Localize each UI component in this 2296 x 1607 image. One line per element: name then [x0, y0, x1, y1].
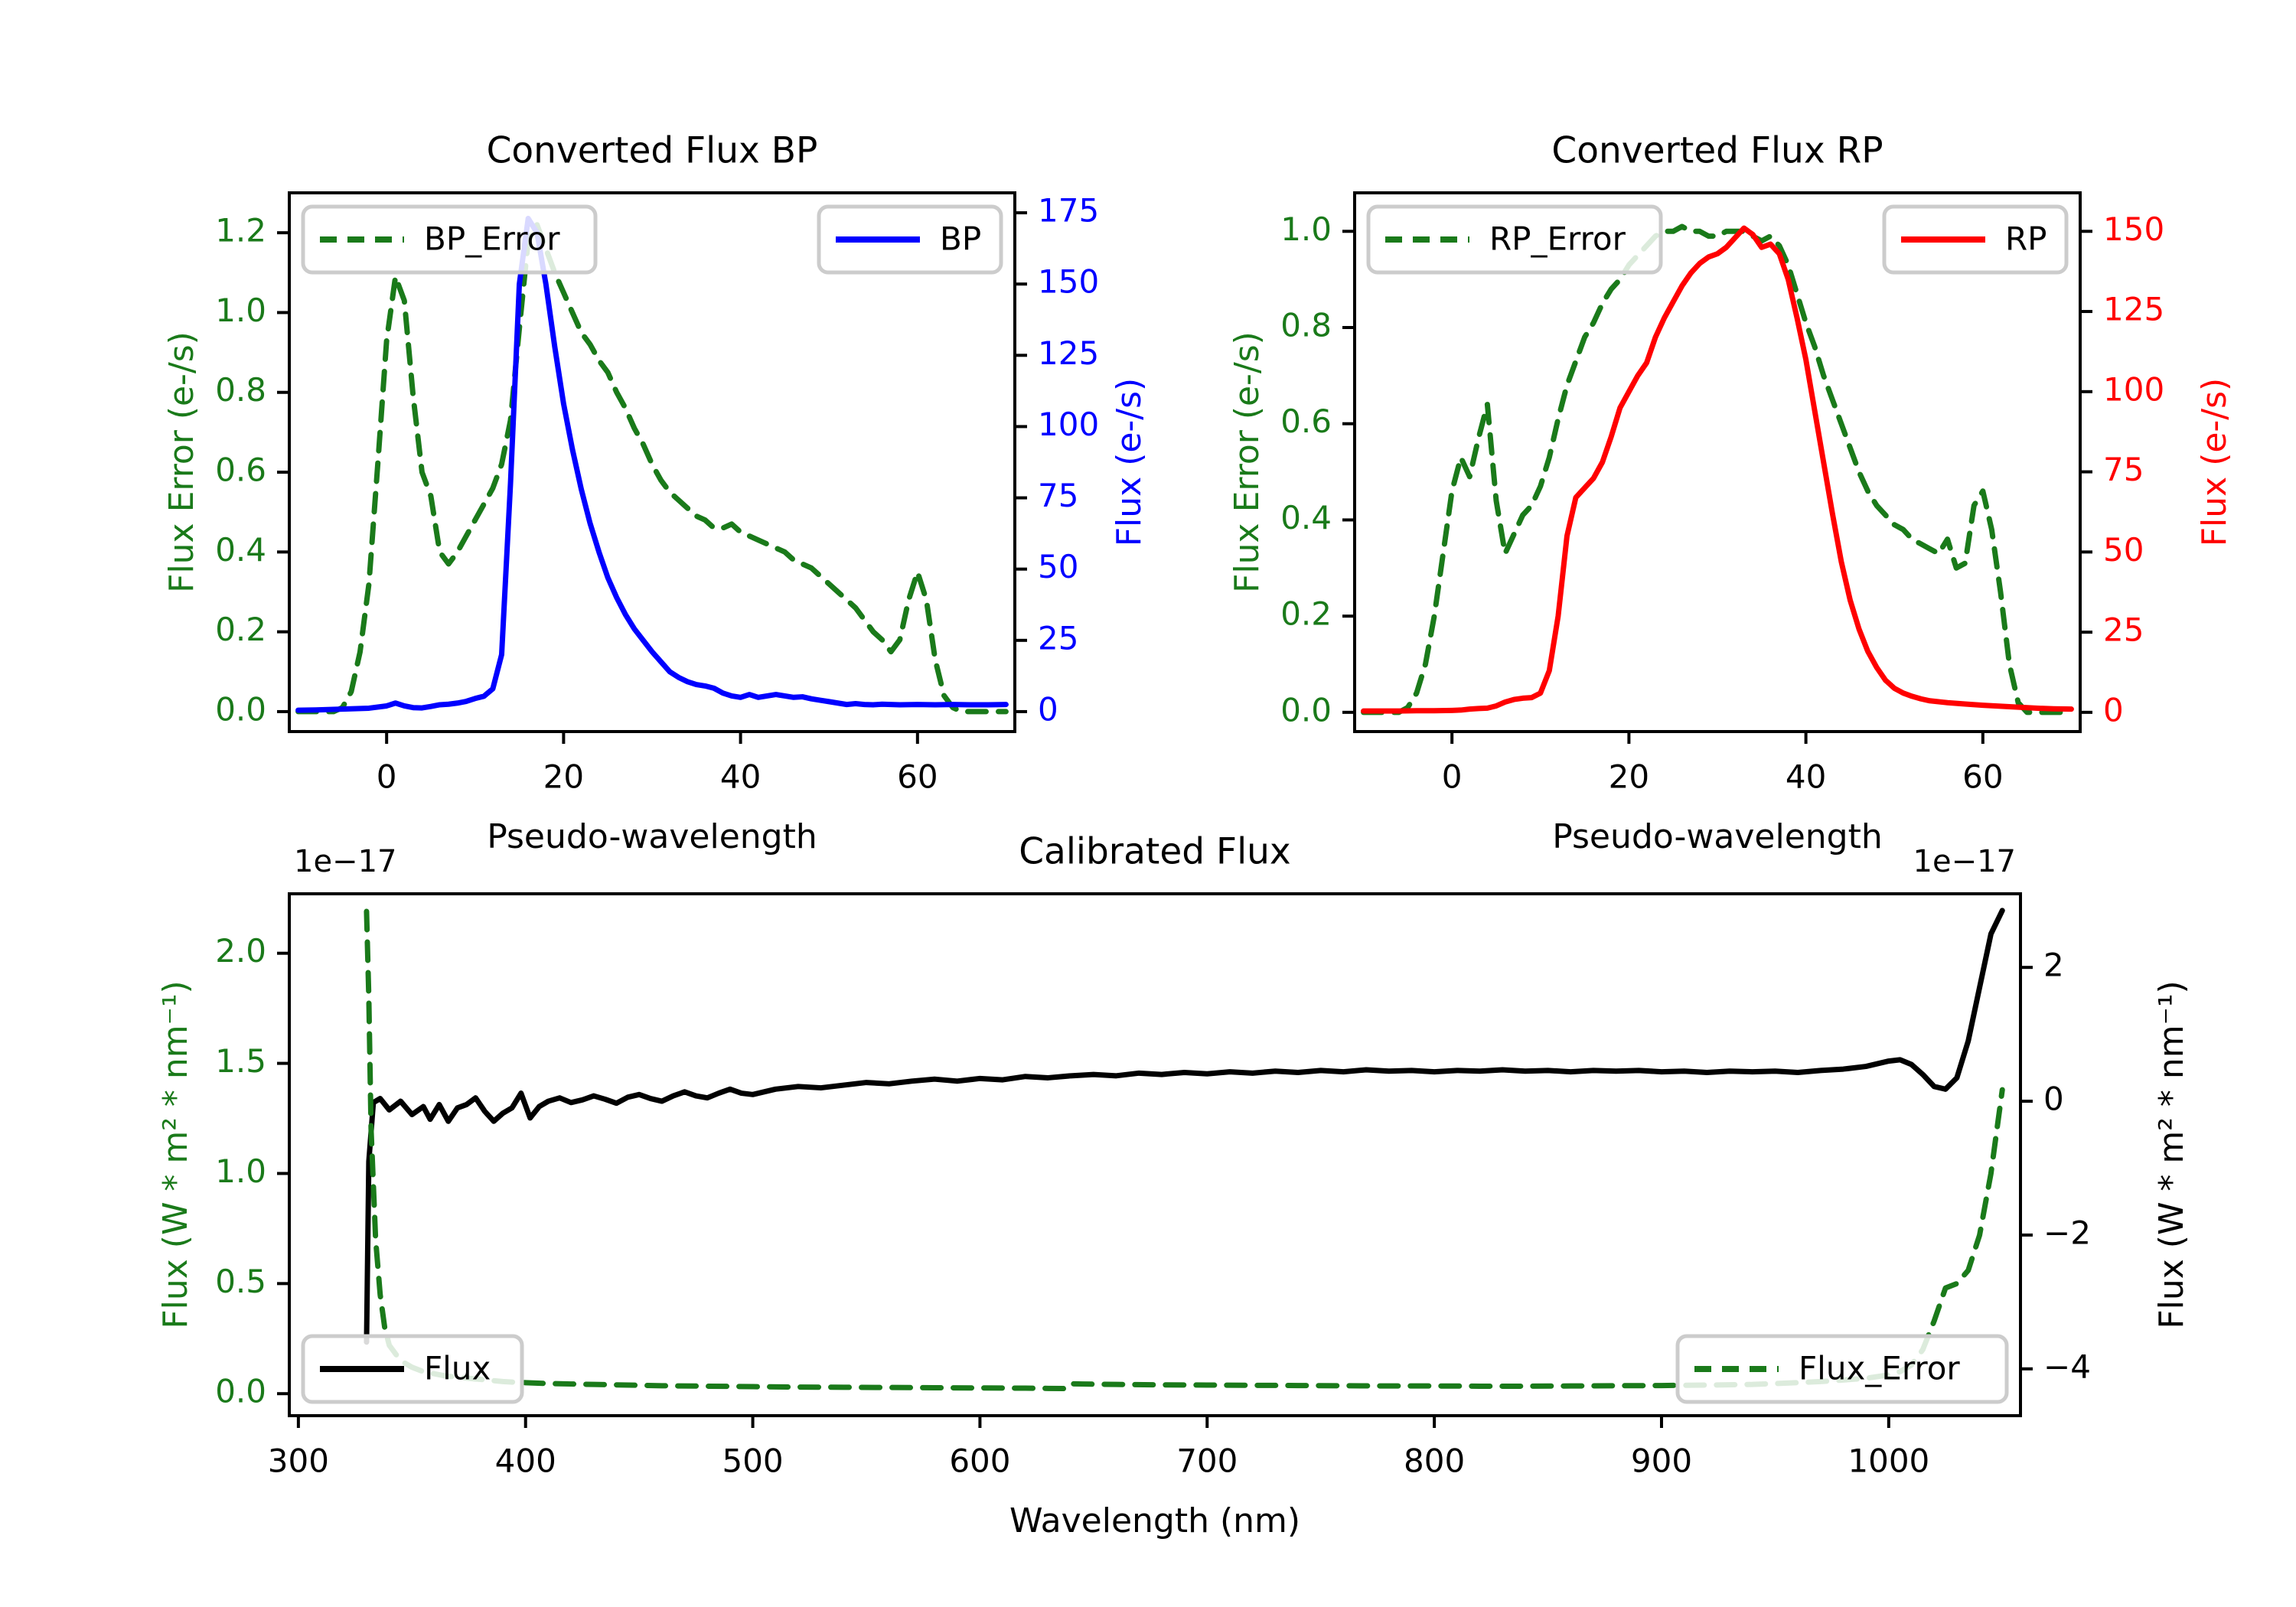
y-tick-label-left: 0.0 — [215, 1373, 266, 1410]
y-tick-label-left: 0.8 — [215, 371, 266, 409]
y-tick-label-right: 125 — [2103, 291, 2164, 328]
x-tick-label: 0 — [377, 758, 397, 796]
y-tick-label-right: 50 — [2103, 531, 2144, 569]
y-tick-label-left: 0.0 — [215, 690, 266, 728]
x-tick-label: 800 — [1404, 1442, 1465, 1480]
x-tick-label: 400 — [495, 1442, 556, 1480]
y-tick-label-right: −2 — [2043, 1214, 2091, 1251]
legend-label-bp_error: BP_Error — [424, 220, 560, 258]
x-axis-label: Pseudo-wavelength — [1552, 817, 1883, 856]
series-line-rp — [1361, 225, 2074, 714]
y-tick-label-right: 2 — [2043, 947, 2064, 984]
x-tick-label: 300 — [268, 1442, 329, 1480]
legend-label-bp: BP — [940, 220, 981, 258]
y-tick-label-right: 0 — [1038, 690, 1058, 728]
converted-flux-rp-group: Converted Flux RP 0 20 40 60 Pseudo-wavelengt… — [1228, 130, 2234, 857]
y-tick-label-right: 0 — [2043, 1081, 2064, 1118]
data-area — [1361, 223, 2074, 715]
legend-box-flux[interactable] — [301, 1334, 524, 1404]
legend-box-rp_error[interactable] — [1366, 204, 1663, 275]
x-tick-label: 60 — [897, 758, 938, 796]
y-tick-label-left: 1.0 — [215, 292, 266, 329]
y-tick-label-left: 0.6 — [1280, 403, 1332, 440]
y-tick-label-right: 175 — [1038, 192, 1099, 230]
y-tick-label-left: 2.0 — [215, 932, 266, 970]
y-axis-label-right: Flux (e-/s) — [2195, 378, 2234, 546]
chart-title: Calibrated Flux — [1019, 831, 1291, 873]
y-tick-label-right: 150 — [2103, 210, 2164, 248]
series-line-bp — [295, 216, 1009, 713]
series-line-flux_error — [364, 908, 2005, 1392]
y-tick-label-right: 100 — [2103, 370, 2164, 408]
axes-frame — [1353, 191, 2082, 733]
y-tick-label-left: 1.0 — [215, 1152, 266, 1190]
data-area — [364, 908, 2005, 1392]
y-tick-label-left: 0.4 — [1280, 499, 1332, 536]
y-axis-label-right: Flux (W * m² * nm⁻¹) — [2152, 980, 2191, 1328]
y-tick-label-right: 100 — [1038, 406, 1099, 443]
x-tick-label: 700 — [1176, 1442, 1238, 1480]
y-tick-label-right: 25 — [2103, 611, 2144, 649]
chart-title: Converted Flux BP — [487, 130, 818, 172]
legend-label-rp_error: RP_Error — [1489, 220, 1626, 258]
y-tick-label-left: 1.0 — [1280, 210, 1332, 248]
series-line-rp_error — [1361, 223, 2074, 715]
x-tick-label: 900 — [1631, 1442, 1692, 1480]
y-tick-label-right: 50 — [1038, 548, 1078, 585]
y-tick-label-left: 0.4 — [215, 531, 266, 569]
chart-converted-flux-bp[interactable]: Converted Flux BP 0 20 40 60 Pseudo-wavelengt… — [0, 0, 1149, 857]
chart-calibrated-flux[interactable]: Calibrated Flux 1e−17 1e−17 300 400 500 600 700… — [0, 811, 2296, 1607]
right-axis-offset-text: 1e−17 — [1913, 844, 2016, 879]
calibrated-flux-group: Calibrated Flux 1e−17 1e−17 300 400 500 600 700… — [156, 831, 2191, 1541]
y-axis-label-left: Flux (W * m² * nm⁻¹) — [156, 980, 195, 1328]
y-tick-label-right: 75 — [2103, 451, 2144, 488]
y-tick-label-left: 0.0 — [1280, 691, 1332, 729]
legend-label-flux: Flux — [424, 1350, 491, 1387]
y-tick-label-left: 0.6 — [215, 451, 266, 489]
x-tick-label: 600 — [949, 1442, 1010, 1480]
x-tick-label: 500 — [722, 1442, 783, 1480]
legend-box-bp_error[interactable] — [301, 204, 598, 275]
legend-label-flux_error: Flux_Error — [1799, 1350, 1960, 1387]
y-tick-label-right: 150 — [1038, 263, 1099, 301]
y-tick-label-left: 0.2 — [215, 611, 266, 648]
x-axis-label: Pseudo-wavelength — [487, 817, 817, 856]
x-tick-label: 1000 — [1848, 1442, 1929, 1480]
legend-label-rp: RP — [2005, 220, 2047, 258]
panel-converted-flux-rp: Converted Flux RP 0 20 40 60 Pseudo-wavelengt… — [1148, 0, 2296, 857]
y-axis-label-left: Flux Error (e-/s) — [162, 331, 201, 593]
y-tick-label-right: 0 — [2103, 691, 2124, 729]
x-tick-label: 40 — [1786, 758, 1826, 796]
y-tick-label-right: 125 — [1038, 334, 1099, 372]
panel-converted-flux-bp: Converted Flux BP 0 20 40 60 Pseudo-wavelengt… — [0, 0, 1149, 857]
converted-flux-bp-group: Converted Flux BP 0 20 40 60 Pseudo-wavelengt… — [162, 130, 1149, 857]
y-tick-label-left: 0.5 — [215, 1263, 266, 1300]
x-tick-label: 60 — [1962, 758, 2003, 796]
x-axis-label: Wavelength (nm) — [1009, 1501, 1300, 1540]
x-tick-label: 0 — [1442, 758, 1463, 796]
y-tick-label-left: 0.2 — [1280, 595, 1332, 633]
panel-calibrated-flux: Calibrated Flux 1e−17 1e−17 300 400 500 600 700… — [0, 811, 2296, 1607]
y-tick-label-left: 0.8 — [1280, 307, 1332, 344]
data-area — [295, 216, 1009, 715]
series-line-bp_error — [295, 222, 1009, 715]
chart-title: Converted Flux RP — [1551, 130, 1883, 172]
y-tick-label-right: −4 — [2043, 1348, 2091, 1385]
y-tick-label-left: 1.2 — [215, 212, 266, 249]
x-tick-label: 40 — [720, 758, 761, 796]
y-tick-label-right: 75 — [1038, 477, 1078, 514]
legend-box-flux_error[interactable] — [1675, 1334, 2009, 1404]
y-tick-label-right: 25 — [1038, 619, 1078, 657]
x-tick-label: 20 — [1609, 758, 1649, 796]
y-tick-label-left: 1.5 — [215, 1042, 266, 1080]
series-line-flux — [364, 908, 2005, 1345]
axes-frame — [288, 892, 2022, 1417]
left-axis-offset-text: 1e−17 — [294, 844, 396, 879]
axes-frame — [288, 191, 1016, 733]
y-axis-label-left: Flux Error (e-/s) — [1228, 331, 1267, 593]
chart-converted-flux-rp[interactable]: Converted Flux RP 0 20 40 60 Pseudo-wavelengt… — [1148, 0, 2296, 857]
y-axis-label-right: Flux (e-/s) — [1110, 378, 1149, 546]
x-tick-label: 20 — [543, 758, 584, 796]
